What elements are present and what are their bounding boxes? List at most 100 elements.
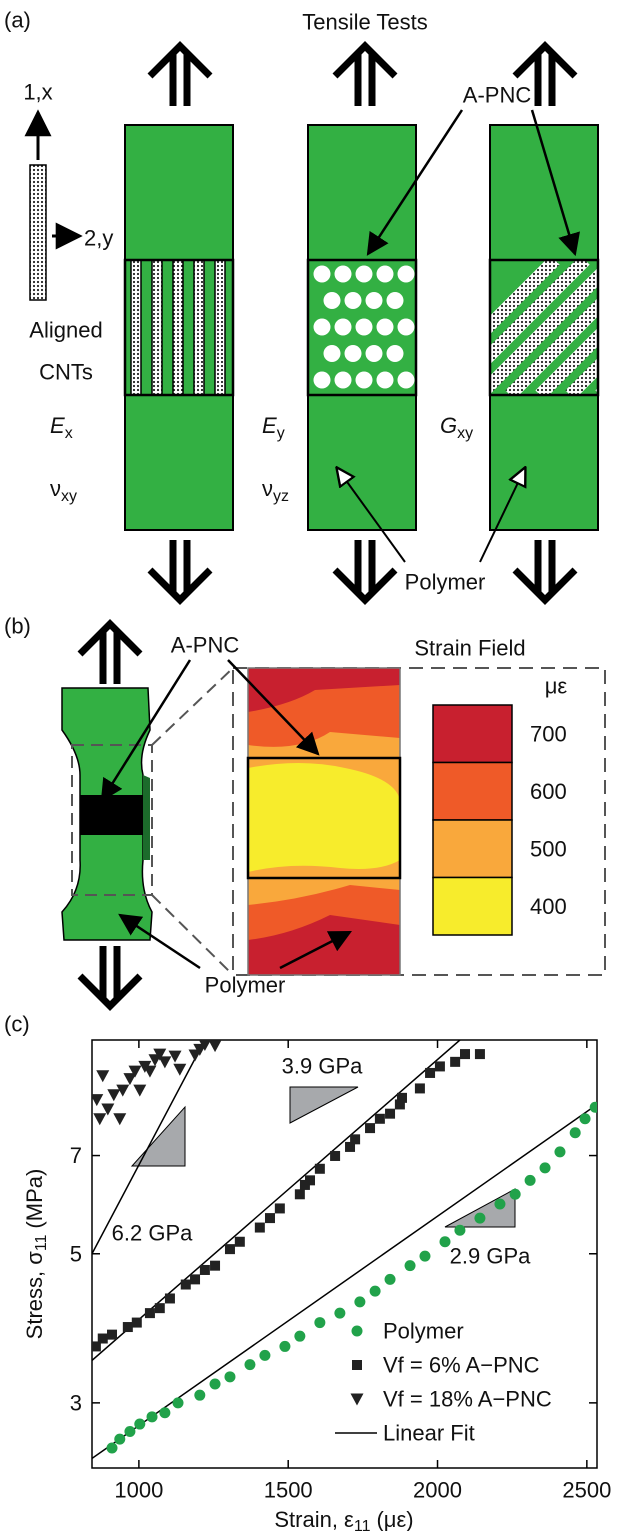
point — [190, 1274, 200, 1284]
slope-triangle — [132, 1107, 185, 1166]
point — [224, 1371, 235, 1382]
cnt-end — [366, 292, 383, 309]
panel-title: Tensile Tests — [302, 10, 428, 35]
cnt-end — [345, 292, 362, 309]
point — [96, 1070, 109, 1082]
callout-label: Polymer — [405, 570, 486, 595]
callout-label: Polymer — [205, 973, 286, 998]
panel-c: (c) 6.2 GPa 3.9 GPa 2.9 GPa Strain, ε11(… — [4, 1012, 611, 1531]
point — [294, 1331, 305, 1342]
annotation: 2.9 GPa — [450, 1244, 531, 1269]
callout-label: A-PNC — [171, 633, 240, 658]
point — [330, 1151, 340, 1161]
colorbar-label: 700 — [530, 721, 567, 746]
point — [305, 1175, 315, 1185]
point — [405, 1260, 416, 1271]
y-tick-label: 3 — [70, 1390, 82, 1415]
load-arrow — [150, 46, 210, 106]
cnt-stripe — [215, 260, 225, 395]
point — [210, 1379, 221, 1390]
axis-label: 2,y — [84, 226, 113, 251]
colorbar-label: 400 — [530, 894, 567, 919]
field-title: Strain Field — [414, 636, 525, 661]
point — [107, 1089, 120, 1101]
x-tick-label: 1500 — [264, 1478, 313, 1503]
colorbar-segment — [433, 878, 512, 936]
cnt-end — [387, 292, 404, 309]
specimen-edge — [143, 775, 150, 860]
cnt-stripe — [600, 260, 633, 395]
point — [235, 1237, 245, 1247]
point — [385, 1109, 395, 1119]
cnt-end — [356, 266, 373, 283]
point — [209, 1040, 222, 1052]
cnt-end — [398, 319, 415, 336]
point — [200, 1265, 210, 1275]
cnt-end — [314, 266, 331, 283]
axis-label: 1,x — [23, 80, 52, 105]
cnt-end — [387, 345, 404, 362]
panel-label: (c) — [4, 1012, 30, 1037]
load-arrow — [335, 540, 395, 600]
point — [133, 1085, 146, 1097]
point — [415, 1083, 425, 1093]
colorbar: 700600500400 — [433, 705, 567, 935]
cnt-end — [398, 266, 415, 283]
panel-label: (b) — [4, 614, 31, 639]
legend-label: Polymer — [383, 1319, 464, 1344]
cnt-end — [335, 319, 352, 336]
property-label: Ey — [262, 413, 285, 442]
point — [334, 1308, 345, 1319]
point — [580, 1113, 591, 1124]
contour — [248, 763, 400, 872]
point — [93, 1113, 106, 1125]
y-tick-label: 7 — [70, 1143, 82, 1168]
point — [365, 1123, 375, 1133]
point — [265, 1213, 275, 1223]
cnt-diagonal — [420, 260, 633, 395]
cnt-end — [335, 266, 352, 283]
point — [314, 1317, 325, 1328]
cnt-end — [335, 372, 352, 389]
point — [315, 1164, 325, 1174]
x-axis-label: Strain, ε11(με) — [274, 1507, 413, 1531]
point — [540, 1162, 551, 1173]
cnt-end — [377, 372, 394, 389]
colorbar-unit: με — [545, 674, 568, 699]
load-arrow — [80, 946, 140, 1006]
load-arrow — [150, 540, 210, 600]
point — [134, 1419, 145, 1430]
cnt-stripe — [152, 260, 162, 395]
cnt-end — [314, 319, 331, 336]
point — [350, 1134, 360, 1144]
point — [114, 1434, 125, 1445]
colorbar-label: 600 — [530, 779, 567, 804]
point — [165, 1293, 175, 1303]
point — [454, 1225, 465, 1236]
point — [425, 1068, 435, 1078]
point — [159, 1407, 170, 1418]
colorbar-segment — [433, 820, 512, 878]
property-label: νxy — [50, 476, 77, 505]
cnt-end — [356, 372, 373, 389]
cnt-end — [356, 319, 373, 336]
legend-marker — [352, 1360, 362, 1370]
point — [158, 1056, 171, 1068]
y-tick-label: 5 — [70, 1241, 82, 1266]
y-axis-label: Stress, σ11(MPa) — [22, 1169, 50, 1340]
point — [113, 1113, 126, 1125]
cnt-end — [345, 345, 362, 362]
point — [225, 1244, 235, 1254]
cnt-stripe — [173, 260, 183, 395]
strain-field — [248, 668, 400, 975]
point — [450, 1057, 460, 1067]
zoom-line — [152, 668, 233, 745]
panel-label: (a) — [4, 8, 31, 33]
load-arrow — [335, 46, 395, 106]
x-tick-label: 1000 — [114, 1478, 163, 1503]
point — [132, 1318, 142, 1328]
panel-a: (a) Tensile Tests 1,x 2,y Aligned CNTs E… — [4, 8, 633, 601]
point — [173, 1064, 186, 1076]
load-arrow — [80, 624, 140, 684]
